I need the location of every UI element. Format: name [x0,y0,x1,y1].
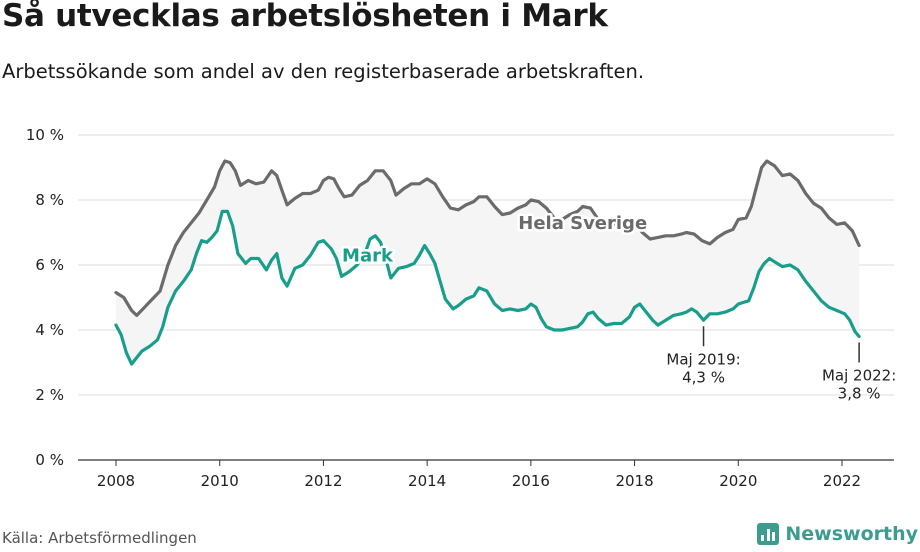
annotation-label: Maj 2019: 4,3 % [666,350,740,386]
annotations: Maj 2019: 4,3 % Maj 2022: 3,8 % [666,326,896,403]
series-lines [114,159,861,366]
series-label-hela-sverige: Hela Sverige [518,213,647,234]
series-line-hela-sverige [114,159,861,317]
annotation-label: Maj 2022: 3,8 % [822,367,896,403]
bar-chart-logo-icon [757,523,780,545]
annotation-line: Maj 2022: [822,367,896,385]
annotation-line: Maj 2019: [666,350,740,368]
axes: 0 % 2 % 4 % 6 % 8 % 10 % 2008 2010 2012 2014 2016 2… [26,126,861,490]
annotation-line: 3,8 % [838,385,881,403]
y-tick-label: 6 % [35,256,64,274]
x-tick-label: 2018 [615,472,653,490]
x-tick-label: 2020 [719,472,757,490]
annotation-line: 4,3 % [682,368,725,386]
x-tick-label: 2014 [408,472,446,490]
chart-title: Så utvecklas arbetslösheten i Mark [2,0,608,34]
chart-subtitle: Arbetssökande som andel av den registerb… [2,60,645,83]
series-labels: Hela Sverige Mark [340,210,650,269]
x-tick-label: 2016 [512,472,550,490]
x-tick-label: 2022 [823,472,861,490]
difference-band-area [116,161,860,365]
x-tick-label: 2010 [201,472,239,490]
series-label-mark: Mark [342,245,394,266]
y-tick-label: 8 % [35,191,64,209]
source-note: Källa: Arbetsförmedlingen [2,529,197,547]
brand-name: Newsworthy [785,523,918,545]
y-tick-label: 0 % [35,451,64,469]
brand-logo: Newsworthy [757,519,918,549]
difference-band [116,161,860,365]
x-tick-label: 2008 [97,472,135,490]
y-tick-label: 2 % [35,386,64,404]
y-tick-label: 4 % [35,321,64,339]
x-tick-label: 2012 [304,472,342,490]
series-line-mark [114,209,861,366]
y-tick-label: 10 % [26,126,64,144]
